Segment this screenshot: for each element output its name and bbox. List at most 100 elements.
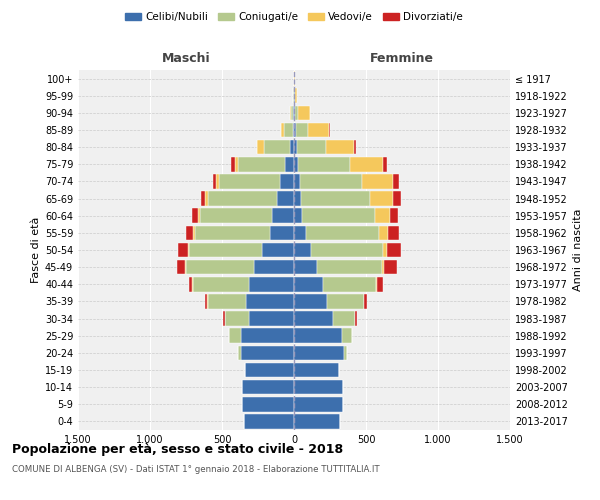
Bar [277, 192, 294, 206]
Bar [301, 192, 370, 206]
Bar [280, 174, 294, 188]
Bar [193, 208, 198, 223]
Bar [295, 106, 298, 120]
Bar [235, 157, 238, 172]
Bar [355, 140, 356, 154]
Text: Maschi: Maschi [161, 52, 211, 65]
Bar [223, 312, 224, 326]
Bar [269, 226, 294, 240]
Bar [294, 277, 323, 291]
Bar [225, 312, 250, 326]
Bar [294, 122, 296, 138]
Bar [376, 277, 377, 291]
Bar [295, 88, 297, 103]
Bar [294, 192, 301, 206]
Bar [355, 312, 356, 326]
Bar [341, 328, 352, 343]
Bar [298, 157, 350, 172]
Bar [208, 294, 247, 308]
Bar [205, 192, 208, 206]
Bar [290, 106, 291, 120]
Bar [377, 277, 383, 291]
Bar [294, 208, 302, 223]
Bar [317, 260, 382, 274]
Bar [344, 346, 347, 360]
Bar [350, 157, 383, 172]
Bar [333, 312, 355, 326]
Bar [281, 122, 284, 138]
Bar [189, 242, 262, 258]
Bar [291, 106, 293, 120]
Bar [272, 208, 294, 223]
Bar [294, 312, 333, 326]
Bar [294, 157, 298, 172]
Bar [329, 122, 330, 138]
Bar [212, 174, 216, 188]
Bar [387, 242, 401, 258]
Bar [242, 380, 294, 394]
Bar [305, 226, 379, 240]
Bar [294, 397, 343, 411]
Bar [298, 106, 310, 120]
Bar [294, 260, 317, 274]
Bar [390, 208, 398, 223]
Bar [294, 140, 297, 154]
Bar [245, 362, 294, 378]
Bar [294, 242, 311, 258]
Bar [296, 122, 308, 138]
Bar [265, 140, 290, 154]
Bar [286, 157, 294, 172]
Bar [198, 208, 200, 223]
Bar [383, 157, 387, 172]
Bar [242, 397, 294, 411]
Bar [294, 328, 341, 343]
Bar [186, 260, 254, 274]
Bar [376, 208, 390, 223]
Bar [193, 277, 250, 291]
Bar [189, 277, 193, 291]
Text: COMUNE DI ALBENGA (SV) - Dati ISTAT 1° gennaio 2018 - Elaborazione TUTTITALIA.IT: COMUNE DI ALBENGA (SV) - Dati ISTAT 1° g… [12, 465, 380, 474]
Bar [178, 260, 185, 274]
Bar [384, 260, 397, 274]
Legend: Celibi/Nubili, Coniugati/e, Vedovi/e, Divorziati/e: Celibi/Nubili, Coniugati/e, Vedovi/e, Di… [121, 8, 467, 26]
Bar [300, 174, 362, 188]
Bar [244, 414, 294, 428]
Bar [364, 294, 367, 308]
Bar [294, 362, 338, 378]
Bar [294, 174, 300, 188]
Bar [185, 260, 186, 274]
Bar [186, 226, 193, 240]
Bar [216, 174, 219, 188]
Bar [238, 157, 286, 172]
Bar [193, 226, 194, 240]
Bar [302, 208, 376, 223]
Bar [250, 312, 294, 326]
Bar [200, 208, 272, 223]
Bar [262, 242, 294, 258]
Bar [178, 242, 188, 258]
Bar [382, 260, 384, 274]
Bar [297, 140, 326, 154]
Bar [362, 174, 394, 188]
Bar [208, 192, 277, 206]
Bar [394, 174, 399, 188]
Bar [232, 157, 235, 172]
Bar [294, 106, 295, 120]
Bar [379, 226, 388, 240]
Bar [188, 242, 189, 258]
Bar [294, 414, 340, 428]
Text: Popolazione per età, sesso e stato civile - 2018: Popolazione per età, sesso e stato civil… [12, 442, 343, 456]
Bar [323, 277, 376, 291]
Bar [238, 346, 241, 360]
Bar [294, 88, 295, 103]
Bar [293, 122, 294, 138]
Bar [370, 192, 394, 206]
Bar [257, 140, 265, 154]
Bar [241, 328, 294, 343]
Bar [308, 122, 329, 138]
Text: Femmine: Femmine [370, 52, 434, 65]
Bar [254, 260, 294, 274]
Bar [311, 242, 383, 258]
Bar [284, 122, 293, 138]
Bar [294, 226, 305, 240]
